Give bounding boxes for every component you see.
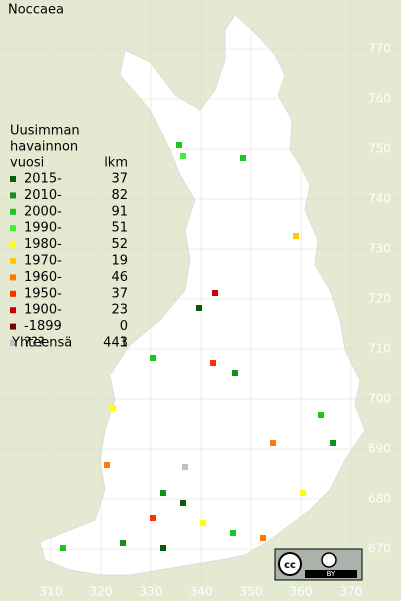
legend-swatch	[10, 241, 16, 248]
y-coordinate: 740	[368, 192, 391, 206]
legend-swatch	[10, 258, 16, 264]
total-label: Yhteensä	[11, 336, 72, 351]
legend-swatch	[10, 192, 16, 199]
y-coordinate: 750	[368, 142, 391, 156]
legend-swatch	[10, 176, 16, 182]
observation	[176, 142, 182, 148]
by-icon	[321, 552, 337, 568]
y-coordinate: 760	[368, 92, 391, 106]
by-text: BY	[327, 570, 336, 578]
y-coordinate: 700	[368, 392, 391, 406]
legend-label: 1950-	[24, 286, 62, 301]
legend-count-header: lkm	[104, 156, 128, 171]
legend-label: 1980-	[24, 237, 62, 252]
legend-label: 1900-	[24, 303, 62, 318]
observation	[150, 515, 156, 521]
cc-badge: cc BY	[274, 548, 363, 581]
observation	[230, 530, 236, 536]
x-coordinate: 370	[340, 585, 363, 599]
observation	[318, 412, 324, 418]
map-title: Noccaea	[8, 3, 64, 18]
observation	[260, 535, 266, 541]
legend-swatch	[10, 274, 16, 281]
legend-count: 46	[111, 270, 128, 285]
observation	[212, 290, 218, 296]
y-coordinate: 670	[368, 542, 391, 556]
legend-count: 37	[111, 172, 128, 187]
legend-label: 1970-	[24, 254, 62, 269]
legend-count: 82	[111, 188, 128, 203]
y-coordinate: 690	[368, 442, 391, 456]
observation	[270, 440, 276, 446]
legend-header: havainnon	[10, 140, 78, 155]
legend-label: -1899	[24, 319, 62, 334]
x-coordinate: 310	[40, 585, 63, 599]
legend-label: 2010-	[24, 188, 62, 203]
legend-header: vuosi	[10, 156, 44, 171]
legend-swatch	[10, 290, 16, 297]
observation	[240, 155, 246, 161]
x-coordinate: 320	[90, 585, 113, 599]
y-coordinate: 680	[368, 492, 391, 506]
y-coordinate: 710	[368, 342, 391, 356]
observation	[182, 464, 188, 470]
x-coordinate: 330	[140, 585, 163, 599]
legend-count: 19	[111, 254, 128, 269]
cc-icon	[278, 552, 302, 576]
legend-label: 2000-	[24, 204, 62, 219]
legend-count: 51	[111, 221, 128, 236]
legend-count: 37	[111, 286, 128, 301]
legend-count: 3	[120, 336, 128, 351]
legend-label: 1960-	[24, 270, 62, 285]
cc-text: cc	[284, 560, 296, 571]
x-coordinate: 350	[240, 585, 263, 599]
legend-swatch	[10, 307, 16, 314]
observation	[160, 545, 166, 551]
observation	[196, 305, 202, 311]
observation	[150, 355, 156, 361]
legend-swatch	[10, 208, 16, 215]
legend-label: 1990-	[24, 221, 62, 236]
observation	[300, 490, 306, 496]
total-count: 441	[103, 336, 128, 351]
observation	[120, 540, 126, 546]
x-coordinate: 340	[190, 585, 213, 599]
observations	[60, 142, 336, 551]
observation	[104, 462, 110, 468]
y-coordinate: 720	[368, 292, 391, 306]
legend-label: 2015-	[24, 172, 62, 187]
legend-swatch	[10, 340, 16, 346]
observation	[232, 370, 238, 376]
observation	[160, 490, 166, 496]
finland-outline	[39, 14, 366, 576]
x-coordinate: 360	[290, 585, 313, 599]
y-coordinate: 730	[368, 242, 391, 256]
legend-label: ???	[24, 336, 45, 351]
legend-header: Uusimman	[10, 124, 80, 139]
legend-count: 0	[120, 319, 128, 334]
legend-swatch	[10, 323, 16, 330]
legend-count: 91	[111, 204, 128, 219]
observation	[200, 520, 206, 526]
observation	[330, 440, 336, 446]
observation	[180, 153, 186, 159]
observation	[293, 233, 299, 239]
observation	[180, 500, 186, 506]
by-bar	[305, 570, 357, 578]
observation	[60, 545, 66, 551]
y-coordinate: 770	[368, 42, 391, 56]
legend-count: 23	[111, 303, 128, 318]
legend-count: 52	[111, 237, 128, 252]
legend-swatch	[10, 225, 16, 232]
observation	[210, 360, 216, 366]
observation	[110, 405, 116, 411]
